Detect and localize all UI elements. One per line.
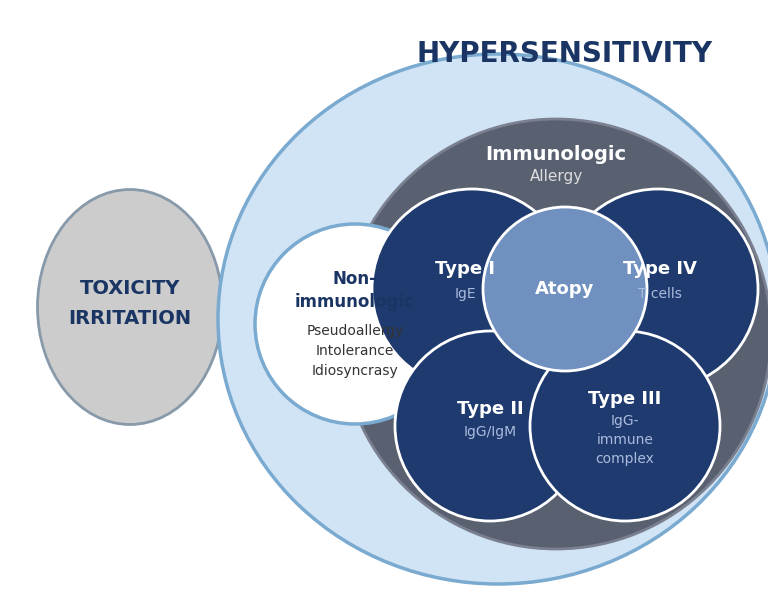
Text: Type I: Type I [435, 260, 495, 278]
Text: T cells: T cells [638, 287, 682, 301]
Text: IgG/IgM: IgG/IgM [463, 425, 517, 439]
Circle shape [530, 331, 720, 521]
Text: Intolerance: Intolerance [316, 344, 394, 358]
Text: IRRITATION: IRRITATION [68, 309, 191, 328]
Circle shape [483, 207, 647, 371]
Text: Type II: Type II [457, 400, 523, 418]
Ellipse shape [218, 54, 768, 584]
Text: Idiosyncrasy: Idiosyncrasy [312, 364, 399, 378]
Ellipse shape [38, 190, 223, 424]
Text: Type III: Type III [588, 390, 661, 408]
Text: TOXICITY: TOXICITY [80, 279, 180, 298]
Text: Pseudoallergy: Pseudoallergy [306, 324, 404, 338]
Circle shape [395, 331, 585, 521]
Text: IgE: IgE [454, 287, 476, 301]
Text: Allergy: Allergy [529, 169, 583, 184]
Text: Non-: Non- [333, 270, 377, 288]
Circle shape [341, 119, 768, 549]
Text: HYPERSENSITIVITY: HYPERSENSITIVITY [417, 40, 713, 68]
Text: Type IV: Type IV [623, 260, 697, 278]
Text: immune: immune [597, 433, 654, 447]
Text: complex: complex [595, 452, 654, 466]
Text: Immunologic: Immunologic [485, 144, 627, 163]
Text: immunologic: immunologic [295, 293, 415, 311]
Text: IgG-: IgG- [611, 414, 639, 428]
Circle shape [255, 224, 455, 424]
Text: Atopy: Atopy [535, 280, 594, 298]
Circle shape [372, 189, 572, 389]
Circle shape [558, 189, 758, 389]
